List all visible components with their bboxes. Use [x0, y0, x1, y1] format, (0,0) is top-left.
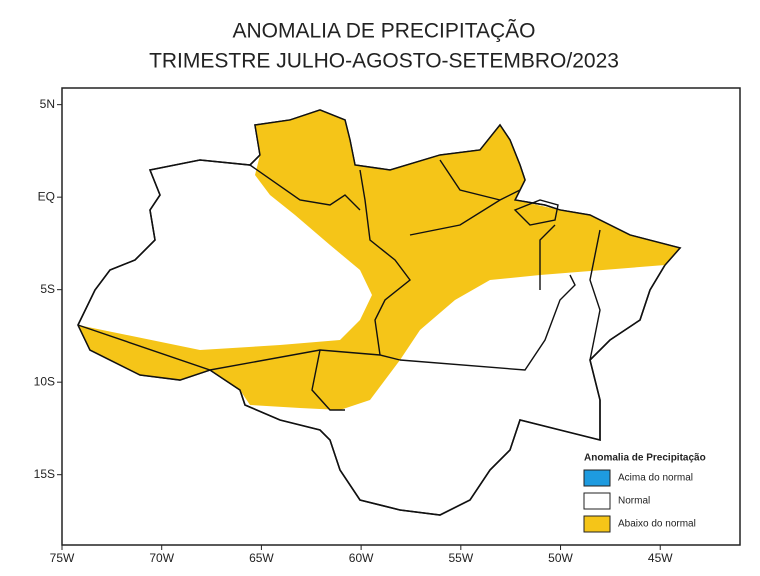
below-normal-area: [78, 110, 680, 410]
legend-swatch: [583, 515, 611, 533]
x-tick-label: 70W: [149, 551, 174, 565]
y-tick-label: EQ: [38, 189, 55, 203]
legend-swatch: [583, 469, 611, 487]
x-tick-label: 60W: [349, 551, 374, 565]
x-tick-label: 50W: [548, 551, 573, 565]
x-tick-label: 65W: [249, 551, 274, 565]
legend-label: Abaixo do normal: [618, 519, 696, 530]
y-tick-label: 15S: [34, 467, 55, 481]
x-tick-label: 45W: [648, 551, 673, 565]
y-tick-label: 5S: [40, 282, 55, 296]
legend-swatch: [583, 492, 611, 510]
y-tick-label: 5N: [40, 97, 55, 111]
y-tick-label: 10S: [34, 374, 55, 388]
state-borders: [77, 109, 682, 516]
x-tick-label: 55W: [448, 551, 473, 565]
title-line: ANOMALIA DE PRECIPITAÇÃO: [232, 19, 535, 43]
x-tick-label: 75W: [50, 551, 75, 565]
legend-title: Anomalia de Precipitação: [584, 453, 706, 464]
legend-label: Normal: [618, 496, 650, 507]
legend-label: Acima do normal: [618, 473, 693, 484]
title-line: TRIMESTRE JULHO-AGOSTO-SETEMBRO/2023: [149, 50, 619, 73]
